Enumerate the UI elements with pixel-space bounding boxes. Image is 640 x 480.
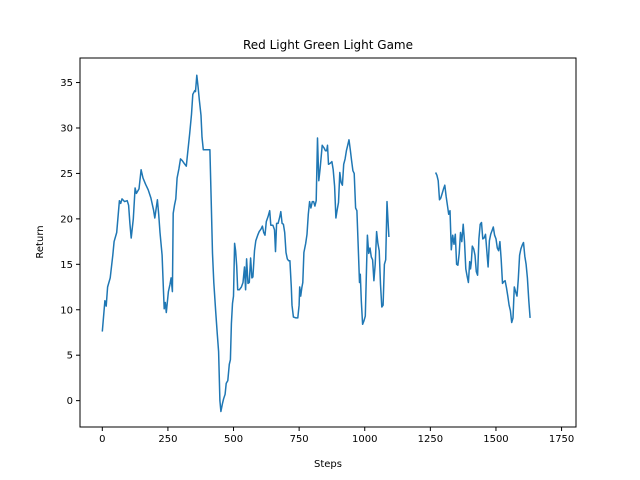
x-tick-label: 500 bbox=[224, 434, 243, 445]
chart-title: Red Light Green Light Game bbox=[243, 38, 413, 52]
y-axis-ticks: 0 5 10 15 20 25 30 35 bbox=[60, 78, 80, 407]
y-tick-label: 30 bbox=[60, 123, 73, 134]
y-tick-label: 5 bbox=[67, 351, 73, 362]
y-tick-label: 10 bbox=[60, 305, 73, 316]
y-tick-label: 15 bbox=[60, 260, 73, 271]
x-tick-label: 1500 bbox=[483, 434, 508, 445]
y-tick-label: 0 bbox=[67, 396, 73, 407]
x-axis-ticks: 0 250 500 750 1000 1250 1500 1750 bbox=[99, 427, 574, 445]
x-tick-label: 1000 bbox=[352, 434, 377, 445]
y-tick-label: 20 bbox=[60, 214, 73, 225]
series-layer bbox=[101, 74, 531, 413]
return-series-line bbox=[101, 74, 390, 413]
x-tick-label: 750 bbox=[290, 434, 309, 445]
x-tick-label: 250 bbox=[158, 434, 177, 445]
x-axis-label: Steps bbox=[314, 459, 342, 470]
x-tick-label: 1250 bbox=[418, 434, 443, 445]
x-tick-label: 0 bbox=[99, 434, 105, 445]
return-series-line bbox=[434, 172, 531, 324]
plot-frame bbox=[79, 57, 577, 428]
y-tick-label: 35 bbox=[60, 78, 73, 89]
y-tick-label: 25 bbox=[60, 169, 73, 180]
x-tick-label: 1750 bbox=[549, 434, 574, 445]
y-axis-label: Return bbox=[35, 225, 46, 258]
